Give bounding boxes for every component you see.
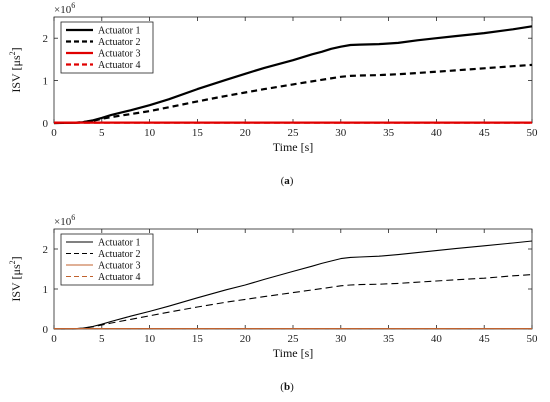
x-tick-label: 25 — [288, 127, 300, 139]
y-tick-label: 2 — [43, 244, 49, 256]
y-tick-label: 0 — [43, 118, 49, 130]
x-tick-label: 40 — [431, 127, 443, 139]
x-tick-label: 20 — [240, 333, 252, 345]
x-tick-label: 45 — [479, 127, 491, 139]
x-tick-label: 10 — [144, 333, 156, 345]
legend-label: Actuator 2 — [98, 249, 141, 260]
x-tick-label: 30 — [335, 127, 347, 139]
legend-label: Actuator 4 — [98, 60, 141, 71]
x-tick-label: 20 — [240, 127, 252, 139]
y-tick-label: 1 — [43, 76, 49, 88]
x-tick-label: 0 — [51, 127, 57, 139]
x-tick-label: 45 — [479, 333, 491, 345]
x-tick-label: 10 — [144, 127, 156, 139]
x-tick-label: 0 — [51, 333, 57, 345]
x-tick-label: 50 — [527, 333, 539, 345]
y-tick-label: 1 — [43, 284, 49, 296]
x-tick-label: 15 — [192, 127, 204, 139]
panel-caption: (a) — [281, 175, 294, 187]
series-line-actuator-2 — [53, 274, 533, 330]
x-axis-label: Time [s] — [273, 346, 314, 360]
series-line-actuator-1 — [53, 240, 533, 330]
x-tick-label: 5 — [99, 333, 105, 345]
legend-label: Actuator 4 — [98, 272, 141, 283]
legend-label: Actuator 1 — [98, 26, 141, 37]
series-line-actuator-1 — [53, 25, 533, 125]
x-tick-label: 40 — [431, 333, 443, 345]
x-tick-label: 5 — [99, 127, 105, 139]
x-tick-label: 35 — [383, 127, 395, 139]
legend-label: Actuator 3 — [98, 261, 141, 272]
x-tick-label: 15 — [192, 333, 204, 345]
x-tick-label: 25 — [288, 333, 300, 345]
legend-label: Actuator 2 — [98, 37, 141, 48]
y-multiplier: ×106 — [54, 1, 75, 16]
y-tick-label: 2 — [43, 33, 49, 45]
y-axis-label: ISV [μs2] — [8, 256, 23, 301]
y-tick-label: 0 — [43, 324, 49, 336]
chart-panel-1: 0 5 10 15 20 25 30 35 40 45 50 0 1 2 ×106 Time [s] ISV [… — [8, 1, 538, 187]
x-tick-label: 30 — [335, 333, 347, 345]
y-multiplier: ×106 — [54, 213, 75, 228]
x-tick-label: 50 — [527, 127, 539, 139]
legend-label: Actuator 1 — [98, 238, 141, 249]
y-axis-label: ISV [μs2] — [8, 47, 23, 92]
series-line-actuator-2 — [53, 63, 533, 125]
x-axis-label: Time [s] — [273, 140, 314, 154]
chart-panel-2: 0 5 10 15 20 25 30 35 40 45 50 0 1 2 ×106 Time [s] ISV [… — [8, 213, 538, 393]
panel-caption: (b) — [280, 381, 294, 393]
x-tick-label: 35 — [383, 333, 395, 345]
legend-label: Actuator 3 — [98, 49, 141, 60]
